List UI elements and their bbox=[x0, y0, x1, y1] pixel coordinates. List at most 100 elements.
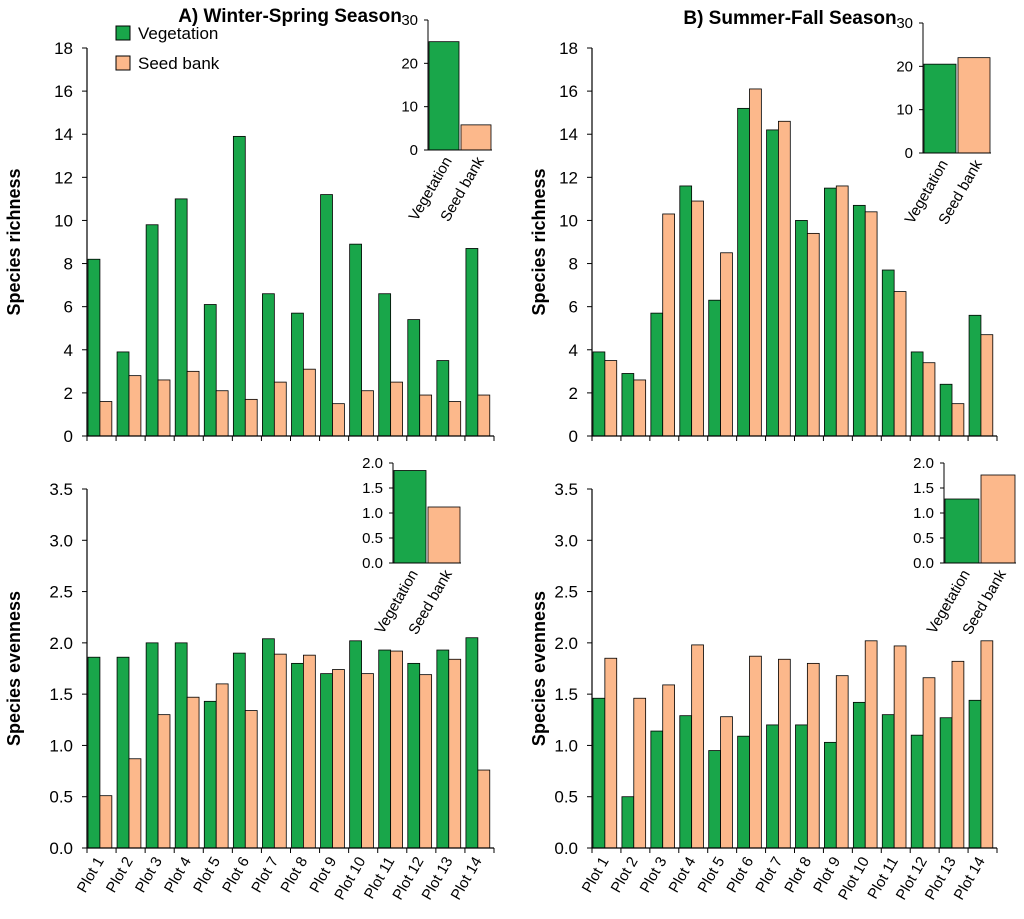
bar-vegetation-5 bbox=[203, 304, 217, 437]
y-tick-label: 1.0 bbox=[554, 736, 578, 755]
bar-vegetation-12 bbox=[407, 662, 421, 849]
bar-seed-bank-9 bbox=[332, 403, 345, 437]
bar-seed-bank-10 bbox=[361, 673, 374, 849]
bar-vegetation-9 bbox=[824, 187, 837, 437]
inset-y-tick-label: 0.5 bbox=[362, 530, 383, 547]
bar-vegetation-9 bbox=[320, 194, 333, 437]
bar-seed-bank-8 bbox=[303, 368, 316, 437]
y-tick-label: 16 bbox=[559, 82, 578, 101]
bar-vegetation-10 bbox=[852, 204, 866, 437]
bar-seed-bank-2 bbox=[128, 758, 142, 849]
bar-vegetation-2 bbox=[621, 373, 635, 437]
x-tick-label: Plot 6 bbox=[723, 854, 757, 896]
inset-bar-vegetation bbox=[393, 470, 427, 564]
bar-seed-bank-7 bbox=[273, 653, 287, 849]
legend: Vegetation Seed bank bbox=[115, 24, 220, 73]
legend-label-vegetation: Vegetation bbox=[138, 24, 218, 43]
bar-vegetation-8 bbox=[795, 220, 808, 437]
bar-vegetation-12 bbox=[910, 734, 924, 849]
bar-vegetation-13 bbox=[436, 360, 450, 437]
bar-seed-bank-1 bbox=[99, 401, 113, 437]
y-tick-label: 1.5 bbox=[49, 685, 73, 704]
bar-vegetation-4 bbox=[679, 185, 693, 437]
bar-vegetation-8 bbox=[291, 312, 304, 437]
bar-vegetation-1 bbox=[592, 351, 606, 437]
y-tick-label: 0.5 bbox=[49, 788, 73, 807]
bar-seed-bank-1 bbox=[99, 795, 113, 849]
inset-y-tick-label: 1.0 bbox=[913, 505, 934, 522]
inset-y-tick-label: 2.0 bbox=[913, 455, 934, 472]
bar-seed-bank-2 bbox=[633, 379, 647, 437]
bar-vegetation-1 bbox=[87, 656, 101, 849]
x-tick-label: Plot 1 bbox=[579, 854, 613, 896]
y-tick-label: 0.0 bbox=[554, 839, 578, 858]
bar-seed-bank-1 bbox=[604, 360, 618, 437]
bar-seed-bank-6 bbox=[749, 655, 762, 849]
bar-vegetation-4 bbox=[679, 715, 693, 849]
bar-seed-bank-12 bbox=[419, 394, 433, 437]
y-tick-label: 0 bbox=[64, 427, 73, 446]
bar-vegetation-7 bbox=[262, 293, 275, 437]
bar-vegetation-6 bbox=[737, 735, 750, 849]
bar-vegetation-11 bbox=[378, 293, 392, 437]
y-axis-title: Species evenness bbox=[4, 591, 24, 746]
bar-seed-bank-11 bbox=[390, 650, 403, 849]
bar-vegetation-3 bbox=[650, 312, 664, 437]
y-tick-label: 4 bbox=[569, 341, 578, 360]
y-tick-label: 6 bbox=[569, 298, 578, 317]
bar-seed-bank-10 bbox=[864, 211, 878, 437]
x-tick-label: Plot 2 bbox=[608, 854, 642, 896]
bar-vegetation-14 bbox=[968, 314, 982, 437]
bar-seed-bank-14 bbox=[477, 769, 491, 849]
inset-bar-seed-bank bbox=[427, 506, 461, 564]
inset-bar-seed-bank bbox=[460, 124, 492, 151]
bar-vegetation-1 bbox=[87, 258, 101, 437]
x-tick-label: Plot 7 bbox=[248, 854, 282, 896]
bar-vegetation-2 bbox=[116, 656, 130, 849]
inset-y-tick-label: 20 bbox=[896, 58, 913, 75]
y-tick-label: 3.0 bbox=[49, 531, 73, 550]
y-tick-label: 6 bbox=[64, 298, 73, 317]
bar-seed-bank-13 bbox=[951, 660, 965, 849]
bar-seed-bank-4 bbox=[691, 644, 704, 849]
bar-vegetation-6 bbox=[232, 135, 246, 437]
inset-y-tick-label: 1.5 bbox=[362, 480, 383, 497]
inset-y-tick-label: 0 bbox=[905, 145, 913, 162]
bar-seed-bank-10 bbox=[361, 390, 374, 437]
bar-seed-bank-8 bbox=[806, 662, 820, 849]
bar-seed-bank-11 bbox=[893, 645, 907, 849]
inset-y-tick-label: 1.5 bbox=[913, 480, 934, 497]
bar-seed-bank-6 bbox=[244, 710, 258, 849]
bar-vegetation-14 bbox=[968, 699, 982, 849]
y-tick-label: 0.5 bbox=[554, 788, 578, 807]
y-tick-label: 3.0 bbox=[554, 531, 578, 550]
legend-swatch-vegetation bbox=[115, 25, 131, 41]
y-tick-label: 2.5 bbox=[49, 583, 73, 602]
bar-seed-bank-3 bbox=[157, 379, 171, 437]
inset-bar-seed-bank bbox=[980, 474, 1016, 564]
bar-vegetation-5 bbox=[708, 750, 721, 849]
bar-vegetation-13 bbox=[436, 649, 450, 849]
title-a: A) Winter-Spring Season bbox=[178, 6, 402, 27]
bar-vegetation-2 bbox=[621, 796, 635, 849]
bar-seed-bank-6 bbox=[244, 398, 258, 437]
inset-y-tick-label: 20 bbox=[401, 55, 418, 72]
bar-vegetation-1 bbox=[592, 697, 606, 849]
bar-seed-bank-1 bbox=[604, 657, 618, 849]
bar-seed-bank-14 bbox=[980, 640, 994, 849]
y-tick-label: 12 bbox=[559, 168, 578, 187]
bar-seed-bank-14 bbox=[477, 394, 491, 437]
bar-seed-bank-7 bbox=[778, 658, 791, 849]
y-tick-label: 0.0 bbox=[49, 839, 73, 858]
bar-vegetation-3 bbox=[650, 730, 664, 849]
x-tick-label: Plot 6 bbox=[219, 854, 253, 896]
bar-seed-bank-8 bbox=[806, 232, 820, 437]
bar-vegetation-12 bbox=[407, 319, 421, 437]
y-tick-label: 14 bbox=[559, 125, 578, 144]
x-tick-label: Plot 5 bbox=[694, 854, 728, 896]
bar-vegetation-12 bbox=[910, 351, 924, 437]
